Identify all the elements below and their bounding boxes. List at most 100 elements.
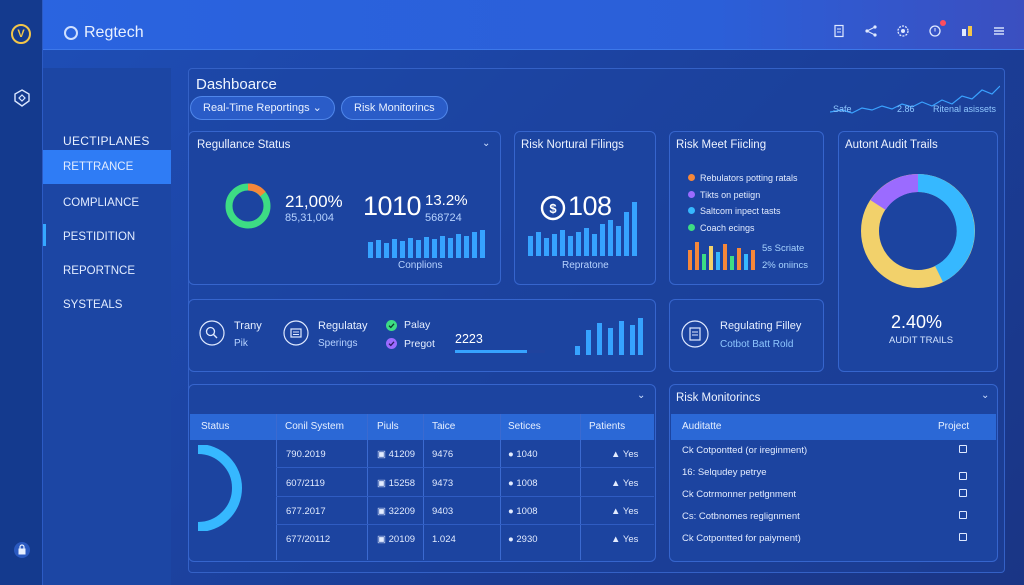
legend-item: Saltcom inpect tasts: [688, 203, 798, 220]
header-icons: [832, 20, 1006, 38]
compliance-big-number: 1010: [363, 191, 422, 221]
legend-item: Tikts on petiign: [688, 187, 798, 204]
strip-sub: Pik: [234, 338, 248, 349]
mini-label: Safe: [833, 104, 852, 114]
filings-bars: [528, 202, 637, 256]
lock-icon[interactable]: [12, 540, 32, 560]
document-icon: [681, 320, 709, 348]
strip-label: Pregot: [404, 338, 435, 350]
checkbox[interactable]: [959, 445, 967, 453]
chevron-down-icon: ⌄: [312, 102, 322, 114]
sidebar-item-reportnce[interactable]: REPORTNCE: [63, 265, 135, 277]
divider: [367, 414, 368, 560]
checkbox[interactable]: [959, 511, 967, 519]
tab-risk-monitorincs[interactable]: Risk Monitorincs: [341, 96, 448, 120]
chevron-down-icon[interactable]: ⌄: [482, 138, 491, 149]
tab-real-time-reportings[interactable]: Real-Time Reportings ⌄: [190, 96, 335, 120]
sidebar-item-rettrance[interactable]: RETTRANCE: [43, 150, 171, 184]
card-risk-monitoring: [669, 384, 998, 562]
column-header[interactable]: Taice: [432, 421, 456, 432]
table-row[interactable]: 677/20112 ▣ 20109 1.024 ● 2930 ▲ Yes: [286, 534, 639, 545]
logo-icon[interactable]: V: [11, 24, 31, 44]
audit-caption: AUDIT TRAILS: [889, 335, 954, 346]
table-row[interactable]: 607/2119 ▣ 15258 9473 ● 1008 ▲ Yes: [286, 478, 639, 489]
card-status-table: [188, 384, 656, 562]
divider: [276, 414, 277, 560]
filings-caption: Repratone: [562, 260, 609, 271]
monitor-row[interactable]: 16: Selqudey petrye: [682, 467, 767, 478]
chevron-down-icon[interactable]: ⌄: [637, 390, 646, 401]
strip-bars: [575, 318, 643, 355]
top-bar: [0, 0, 1024, 50]
table-row[interactable]: 790.2019 ▣ 41209 9476 ● 1040 ▲ Yes: [286, 449, 639, 460]
dollar-icon: $: [540, 195, 566, 221]
column-header[interactable]: Status: [201, 421, 230, 432]
column-header[interactable]: Setices: [508, 421, 541, 432]
compliance-percent: 13.2%: [425, 192, 468, 209]
settings-icon[interactable]: [896, 24, 910, 38]
page-title: Dashboarce: [196, 76, 277, 93]
monitor-row[interactable]: Ck Cotpontted (or ireginment): [671, 441, 996, 461]
progress-fill: [455, 350, 527, 353]
app-brand[interactable]: Regtech: [64, 24, 144, 42]
sidebar: UECTIPLANES RETTRANCE COMPLIANCE PESTIDI…: [43, 68, 171, 585]
card-regulance-status: [188, 131, 501, 285]
compliance-caption: Conplions: [398, 260, 443, 271]
row-divider: [276, 467, 654, 468]
column-header[interactable]: Piuls: [377, 421, 399, 432]
shield-icon[interactable]: [12, 88, 32, 108]
card-regulatory-strip: [188, 299, 656, 372]
risk-meet-note: 2% oniincs: [762, 260, 808, 271]
compliance-sub: 568724: [425, 212, 462, 224]
strip-sub: Sperings: [318, 338, 358, 349]
card-title: Risk Monitorincs: [676, 392, 761, 404]
search-icon: [199, 320, 225, 346]
filley-sub: Cotbot Batt Rold: [720, 339, 794, 350]
checkbox[interactable]: [959, 489, 967, 497]
monitor-checkbox[interactable]: [959, 467, 967, 485]
monitor-header: Auditatte Project: [671, 414, 996, 440]
icon-rail: V: [0, 0, 43, 585]
document-icon[interactable]: [832, 24, 846, 38]
divider: [500, 414, 501, 560]
column-header[interactable]: Conil System: [285, 421, 344, 432]
risk-legend: Rebulators potting ratals Tikts on petii…: [688, 170, 798, 236]
mini-line-chart: [830, 85, 1000, 114]
sidebar-item-pestidition[interactable]: PESTIDITION: [63, 231, 136, 243]
legend-item: Coach ecings: [688, 220, 798, 237]
sidebar-item-systeals[interactable]: SYSTEALS: [63, 299, 123, 311]
card-title: Autont Audit Trails: [845, 139, 938, 151]
sidebar-item-compliance[interactable]: COMPLIANCE: [63, 197, 140, 209]
app-title: Regtech: [84, 24, 144, 41]
column-header[interactable]: Auditatte: [682, 421, 722, 432]
share-icon[interactable]: [864, 24, 878, 38]
notification-icon[interactable]: [928, 20, 946, 38]
sidebar-heading: UECTIPLANES: [63, 134, 150, 148]
user-icon[interactable]: [960, 24, 974, 38]
audit-percent: 2.40%: [891, 312, 943, 332]
divider: [423, 414, 424, 560]
strip-label: Trany: [234, 320, 262, 332]
column-header[interactable]: Patients: [589, 421, 626, 432]
card-title: Risk Nortural Filings: [521, 139, 624, 151]
strip-label: Palay: [404, 319, 431, 331]
card-audit-trails: [838, 131, 998, 372]
filley-title: Regulating Filley: [720, 320, 802, 332]
column-header[interactable]: Project: [938, 421, 970, 432]
mini-label: 2.86: [897, 104, 915, 114]
divider: [580, 414, 581, 560]
card-title: Regullance Status: [197, 139, 291, 151]
chevron-down-icon[interactable]: ⌄: [981, 390, 990, 401]
risk-meet-bars: [688, 242, 755, 270]
strip-label: Regulatay: [318, 320, 368, 332]
monitor-row[interactable]: Ck Cotpontted for paiyment): [671, 529, 996, 549]
globe-icon: [64, 26, 78, 40]
menu-icon[interactable]: [992, 24, 1006, 38]
monitor-row[interactable]: Ck Cotrmonner petlgnment: [671, 485, 996, 505]
strip-value: 2223: [455, 332, 483, 346]
status-arc: [198, 445, 242, 531]
checkbox[interactable]: [959, 533, 967, 541]
row-divider: [276, 496, 654, 497]
monitor-row[interactable]: Cs: Cotbnomes reglignment: [671, 507, 996, 527]
table-row[interactable]: 677.2017 ▣ 32209 9403 ● 1008 ▲ Yes: [286, 506, 639, 517]
